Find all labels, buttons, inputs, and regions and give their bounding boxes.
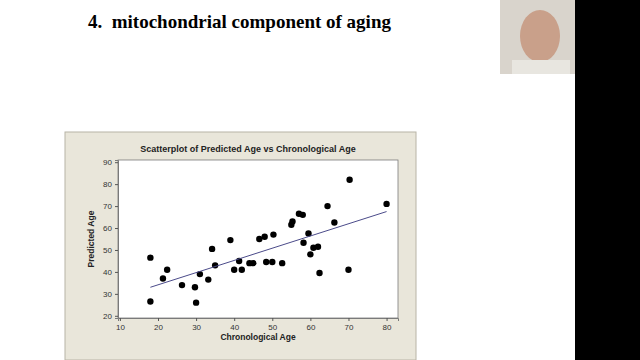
point xyxy=(250,260,256,266)
tick: 20 xyxy=(154,318,163,332)
slide-heading: 4. mitochondrial component of aging xyxy=(88,11,391,32)
tick-label: 80 xyxy=(383,323,392,332)
point xyxy=(192,284,198,290)
tick: 70 xyxy=(345,318,354,332)
x-axis: 10 20 30 40 50 60 70 80 xyxy=(116,318,399,332)
tick-mark xyxy=(115,184,118,185)
tick: 30 xyxy=(103,290,118,299)
y-axis: 20 30 40 50 60 70 80 90 xyxy=(103,158,118,321)
point xyxy=(315,243,321,249)
tick: 60 xyxy=(306,318,315,332)
tick-label: 60 xyxy=(103,224,112,233)
point xyxy=(160,275,166,281)
tick-label: 70 xyxy=(345,323,354,332)
tick: 40 xyxy=(230,318,239,332)
tick-label: 20 xyxy=(154,323,163,332)
chart-panel xyxy=(65,132,416,360)
tick: 30 xyxy=(192,318,201,332)
tick: 80 xyxy=(103,180,118,189)
point xyxy=(383,201,389,207)
tick-mark xyxy=(158,318,159,321)
plot-area xyxy=(118,160,398,318)
point xyxy=(261,234,267,240)
plot-marks xyxy=(147,177,390,306)
tick-label: 40 xyxy=(230,323,239,332)
point xyxy=(331,219,337,225)
point xyxy=(193,299,199,305)
tick-mark xyxy=(115,162,118,163)
tick-label: 10 xyxy=(116,323,125,332)
tick: 20 xyxy=(103,312,118,321)
tick-label: 80 xyxy=(103,180,112,189)
point xyxy=(209,246,215,252)
webcam-feed xyxy=(500,0,575,74)
tick-mark xyxy=(234,318,235,321)
webcam-frame xyxy=(500,0,575,74)
point xyxy=(270,231,276,237)
tick: 90 xyxy=(103,158,118,167)
tick: 50 xyxy=(103,246,118,255)
tick-mark xyxy=(310,318,311,321)
tick-mark xyxy=(115,294,118,295)
point xyxy=(164,267,170,273)
tick-label: 90 xyxy=(103,158,112,167)
tick: 50 xyxy=(268,318,277,332)
point xyxy=(324,203,330,209)
tick: 40 xyxy=(103,268,118,277)
slide: 4. mitochondrial component of aging Scatt… xyxy=(0,0,640,360)
axis-line xyxy=(119,319,399,322)
tick-mark xyxy=(272,318,273,321)
tick-mark xyxy=(115,316,118,317)
tick-label: 40 xyxy=(103,268,112,277)
point xyxy=(345,267,351,273)
chart-title: Scatterplot of Predicted Age vs Chronolo… xyxy=(140,144,355,154)
point xyxy=(205,276,211,282)
tick: 70 xyxy=(103,202,118,211)
point xyxy=(231,267,237,273)
tick-label: 30 xyxy=(192,323,201,332)
point xyxy=(346,177,352,183)
point xyxy=(179,282,185,288)
axis-line xyxy=(115,161,119,319)
tick-label: 70 xyxy=(103,202,112,211)
tick-mark xyxy=(115,250,118,251)
tick-mark xyxy=(120,318,121,321)
tick-label: 50 xyxy=(268,323,277,332)
point xyxy=(316,270,322,276)
tick: 80 xyxy=(383,318,392,332)
side-bar xyxy=(575,0,640,360)
webcam-shirt xyxy=(512,60,570,74)
tick-label: 50 xyxy=(103,246,112,255)
point xyxy=(307,251,313,257)
tick-mark xyxy=(115,272,118,273)
x-axis-title: Chronological Age xyxy=(220,332,296,342)
point xyxy=(147,254,153,260)
slide-background xyxy=(0,0,640,360)
point xyxy=(300,212,306,218)
point xyxy=(269,259,275,265)
point xyxy=(300,240,306,246)
tick-label: 60 xyxy=(306,323,315,332)
tick: 10 xyxy=(116,318,125,332)
fit-line xyxy=(150,212,386,288)
tick-mark xyxy=(348,318,349,321)
point xyxy=(239,267,245,273)
point xyxy=(263,259,269,265)
tick-mark xyxy=(115,206,118,207)
tick-mark xyxy=(387,318,388,321)
tick-mark xyxy=(196,318,197,321)
point xyxy=(227,237,233,243)
tick-label: 30 xyxy=(103,290,112,299)
point xyxy=(147,298,153,304)
point xyxy=(279,260,285,266)
tick-mark xyxy=(115,228,118,229)
webcam-person xyxy=(520,10,560,62)
tick-label: 20 xyxy=(103,312,112,321)
tick: 60 xyxy=(103,224,118,233)
y-axis-title: Predicted Age xyxy=(86,210,96,267)
point xyxy=(289,218,295,224)
